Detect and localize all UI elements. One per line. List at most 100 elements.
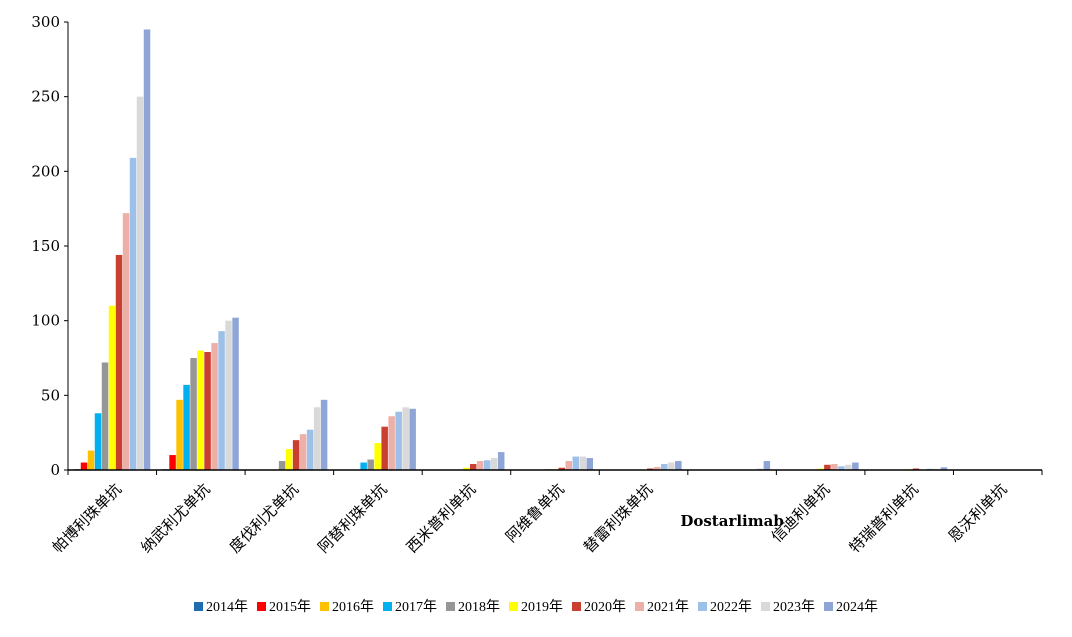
y-tick-label: 50: [41, 386, 60, 404]
x-tick-label: 阿替利珠单抗: [314, 480, 390, 556]
y-tick-label: 150: [31, 237, 60, 255]
x-tick-label: 特瑞普利单抗: [846, 480, 922, 556]
bar: [824, 465, 831, 470]
bar: [491, 458, 498, 470]
bar: [580, 457, 587, 470]
legend-label: 2019年: [521, 596, 563, 616]
x-tick-label: 阿维鲁单抗: [502, 480, 568, 546]
bar: [88, 451, 95, 470]
legend-label: 2017年: [395, 596, 437, 616]
y-tick-label: 0: [50, 461, 60, 479]
bar: [95, 413, 102, 470]
bar: [300, 434, 307, 470]
bar: [367, 460, 374, 470]
bar: [381, 427, 388, 470]
bar: [169, 455, 176, 470]
y-tick-label: 250: [31, 88, 60, 106]
bar: [225, 321, 232, 470]
bar: [197, 351, 204, 470]
bar: [661, 464, 668, 470]
bar: [477, 461, 484, 470]
bar: [587, 458, 594, 470]
bar: [831, 464, 838, 470]
bar: [279, 461, 286, 470]
bar: [176, 400, 183, 470]
legend-label: 2015年: [269, 596, 311, 616]
bar: [293, 440, 300, 470]
bar: [144, 29, 151, 470]
bar: [183, 385, 190, 470]
bar: [402, 407, 409, 470]
x-tick-label: 替雷利珠单抗: [580, 480, 656, 556]
bar: [395, 412, 402, 470]
legend-swatch: [320, 602, 329, 611]
legend-item: 2019年: [509, 596, 563, 616]
legend-item: 2014年: [194, 596, 248, 616]
y-tick-label: 100: [31, 312, 60, 330]
bar: [116, 255, 123, 470]
bar: [81, 463, 88, 470]
bar: [232, 318, 239, 470]
bar: [307, 430, 314, 470]
legend-swatch: [698, 602, 707, 611]
y-tick-label: 200: [31, 162, 60, 180]
bar: [409, 409, 416, 470]
legend-label: 2016年: [332, 596, 374, 616]
legend-label: 2018年: [458, 596, 500, 616]
bar: [314, 407, 321, 470]
bar: [130, 158, 137, 470]
x-tick-label: Dostarlimab: [680, 512, 783, 530]
legend-item: 2020年: [572, 596, 626, 616]
legend-swatch: [572, 602, 581, 611]
legend-swatch: [383, 602, 392, 611]
bar: [764, 461, 771, 470]
x-tick-label: 度伐利尤单抗: [226, 480, 302, 556]
bar: [498, 452, 505, 470]
legend-swatch: [446, 602, 455, 611]
bar: [204, 352, 211, 470]
bar: [321, 400, 328, 470]
legend-label: 2023年: [773, 596, 815, 616]
bar: [109, 306, 116, 470]
bar: [102, 362, 109, 470]
bar: [218, 331, 225, 470]
x-tick-label: 西米普利单抗: [403, 480, 479, 556]
y-tick-label: 300: [31, 13, 60, 31]
bar: [566, 461, 573, 470]
legend-swatch: [509, 602, 518, 611]
bar: [668, 463, 675, 470]
legend-item: 2015年: [257, 596, 311, 616]
legend-label: 2021年: [647, 596, 689, 616]
bar: [360, 463, 367, 470]
bar: [374, 443, 381, 470]
legend-item: 2018年: [446, 596, 500, 616]
legend-label: 2024年: [836, 596, 878, 616]
bar: [573, 457, 580, 470]
x-tick-label: 纳武利尤单抗: [137, 480, 213, 556]
bar: [286, 449, 293, 470]
bar: [388, 416, 395, 470]
bar: [675, 461, 682, 470]
bar: [470, 464, 477, 470]
x-tick-label: 帕博利珠单抗: [49, 480, 125, 556]
bar: [845, 465, 852, 470]
bar: [484, 460, 491, 470]
bar: [852, 463, 859, 470]
legend-swatch: [194, 602, 203, 611]
legend-item: 2021年: [635, 596, 689, 616]
legend-swatch: [257, 602, 266, 611]
legend-label: 2020年: [584, 596, 626, 616]
bar: [190, 358, 197, 470]
legend-label: 2022年: [710, 596, 752, 616]
legend: 2014年 2015年 2016年 2017年 2018年 2019年 2020年 2021年…: [0, 596, 1072, 616]
legend-swatch: [824, 602, 833, 611]
legend-swatch: [635, 602, 644, 611]
legend-item: 2023年: [761, 596, 815, 616]
legend-swatch: [761, 602, 770, 611]
legend-item: 2017年: [383, 596, 437, 616]
legend-item: 2022年: [698, 596, 752, 616]
legend-label: 2014年: [206, 596, 248, 616]
bar: [137, 97, 144, 470]
legend-item: 2016年: [320, 596, 374, 616]
